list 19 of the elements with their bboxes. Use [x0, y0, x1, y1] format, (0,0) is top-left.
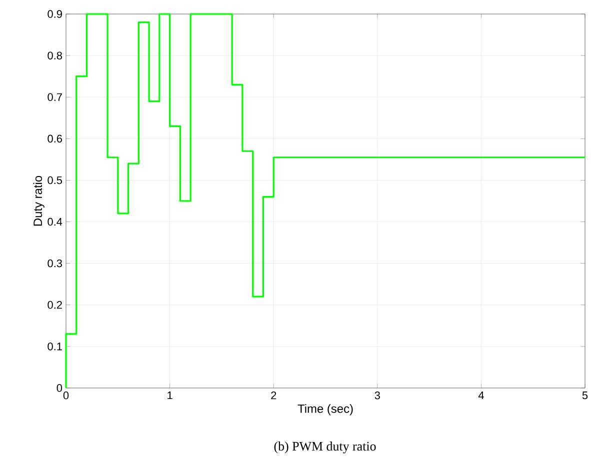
y-tick-label: 0.4 [48, 218, 62, 226]
y-tick-label: 0.9 [48, 10, 62, 18]
y-tick-label: 0 [56, 384, 62, 392]
y-tick-label: 0.2 [48, 301, 62, 309]
x-tick-label: 2 [271, 392, 276, 400]
x-tick-label: 0 [63, 392, 69, 400]
y-tick-label: 0.6 [48, 134, 62, 143]
x-tick-label: 3 [374, 392, 380, 400]
x-tick-label: 4 [478, 392, 484, 400]
text: (b) PWM duty ratio [274, 442, 376, 454]
x-tick-label: 5 [582, 392, 588, 400]
x-tick-label: 1 [168, 392, 172, 400]
y-tick-label: 0.1 [48, 342, 62, 350]
x-axis-title: Time (sec) [298, 404, 353, 416]
y-tick-label: 0.8 [48, 52, 62, 60]
y-axis-title: Duty ratio [33, 176, 44, 226]
y-tick-label: 0.5 [48, 176, 62, 184]
y-tick-label: 0.3 [48, 259, 62, 268]
y-tick-label: 0.7 [48, 93, 62, 101]
